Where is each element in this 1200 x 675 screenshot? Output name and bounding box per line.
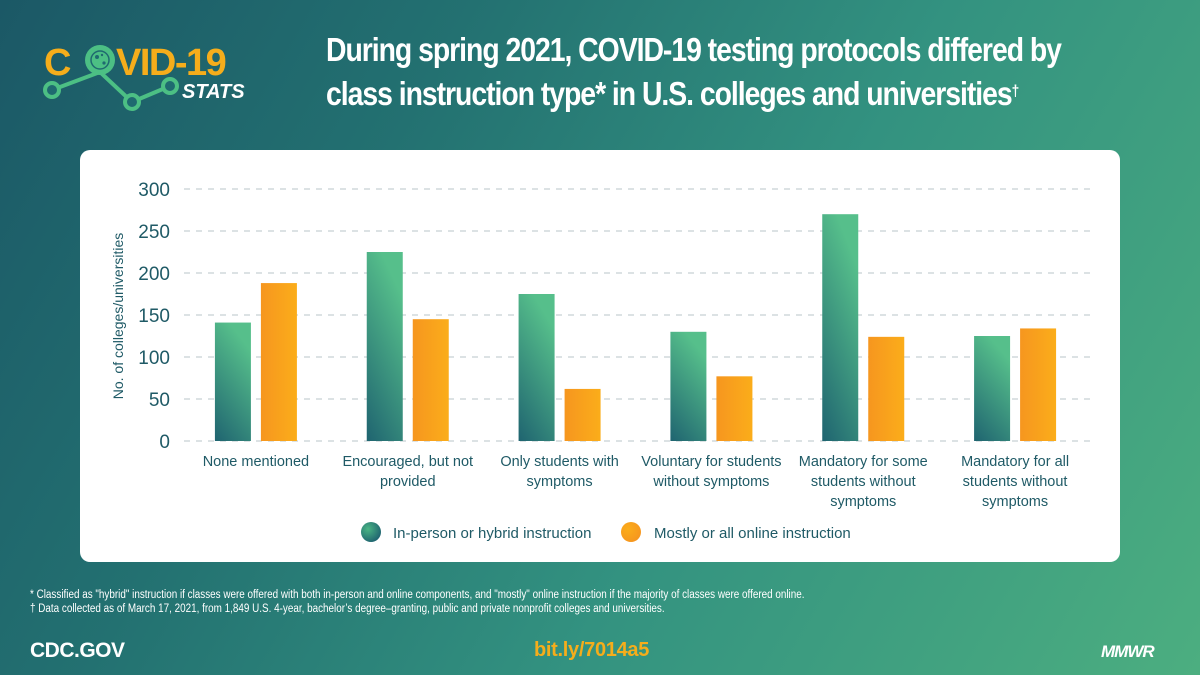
- bar-chart: 0 50 100 150 200 250 300 No. of colleges/unive…: [110, 180, 1095, 542]
- title-line-1: During spring 2021, COVID-19 testing pro…: [326, 31, 1062, 68]
- y-tick-label: 0: [159, 432, 170, 453]
- mmwr-logo: MMWR: [1101, 642, 1155, 661]
- bar-in-person: [670, 331, 707, 441]
- x-category-label: symptoms: [527, 474, 593, 490]
- y-tick-label: 250: [138, 222, 170, 243]
- x-category-label: Mandatory for some: [799, 454, 928, 470]
- legend: In-person or hybrid instruction Mostly o…: [361, 522, 851, 542]
- y-tick-label: 100: [138, 348, 170, 369]
- y-tick-label: 50: [149, 390, 170, 411]
- logo-c: C: [44, 42, 71, 84]
- logo-network-line: [43, 69, 179, 111]
- footnotes: * Classified as "hybrid" instruction if …: [30, 588, 805, 616]
- logo-stats: STATS: [182, 81, 245, 103]
- y-tick-label: 200: [138, 264, 170, 285]
- title-line-2: class instruction type* in U.S. colleges…: [326, 72, 1066, 116]
- logo-vid19: VID-19: [116, 42, 226, 84]
- title-line-2-text: class instruction type* in U.S. colleges…: [326, 75, 1013, 112]
- bar-in-person: [974, 336, 1011, 441]
- cdc-gov-link[interactable]: CDC.GOV: [30, 639, 125, 662]
- bars: [214, 214, 1057, 441]
- bar-online: [412, 319, 449, 441]
- x-category-label: students without: [811, 474, 916, 490]
- bar-in-person: [214, 322, 251, 441]
- legend-label-online: Mostly or all online instruction: [654, 525, 851, 542]
- title-dagger: †: [1011, 83, 1020, 100]
- x-category-label: None mentioned: [203, 454, 309, 470]
- x-category-label: Only students with: [500, 454, 618, 470]
- x-category-label: students without: [963, 474, 1068, 490]
- x-category-label: without symptoms: [652, 474, 769, 490]
- category-labels: None mentioned Encouraged, but not provide…: [203, 454, 1069, 510]
- footnote-asterisk: * Classified as "hybrid" instruction if …: [30, 589, 805, 601]
- bar-in-person: [518, 294, 555, 441]
- chart-card: 0 50 100 150 200 250 300 No. of colleges/unive…: [80, 150, 1120, 562]
- x-category-label: Mandatory for all: [961, 454, 1069, 470]
- y-tick-label: 300: [138, 180, 170, 201]
- y-tick-label: 150: [138, 306, 170, 327]
- page-title: During spring 2021, COVID-19 testing pro…: [326, 28, 1066, 116]
- footnote-dagger: † Data collected as of March 17, 2021, f…: [30, 603, 665, 615]
- legend-label-in-person: In-person or hybrid instruction: [393, 525, 591, 542]
- bar-online: [260, 283, 297, 441]
- bar-in-person: [822, 214, 859, 441]
- x-category-label: symptoms: [982, 494, 1048, 510]
- short-url-link[interactable]: bit.ly/7014a5: [534, 639, 650, 661]
- x-category-label: symptoms: [830, 494, 896, 510]
- legend-swatch-online: [621, 522, 641, 542]
- bar-online: [564, 388, 601, 441]
- y-axis-label: No. of colleges/universities: [110, 233, 126, 400]
- gridlines: [184, 188, 1095, 442]
- bar-online: [868, 336, 905, 441]
- covid-19-stats-logo: C VID-19 STATS: [43, 42, 245, 111]
- x-category-label: Encouraged, but not: [342, 454, 473, 470]
- bar-online: [716, 376, 753, 441]
- x-category-label: provided: [380, 474, 436, 490]
- virus-icon: [85, 45, 115, 75]
- bar-online: [1020, 328, 1057, 441]
- bar-in-person: [366, 252, 403, 441]
- x-category-label: Voluntary for students: [641, 454, 781, 470]
- y-axis-ticks: 0 50 100 150 200 250 300: [138, 180, 170, 453]
- legend-swatch-in-person: [361, 522, 381, 542]
